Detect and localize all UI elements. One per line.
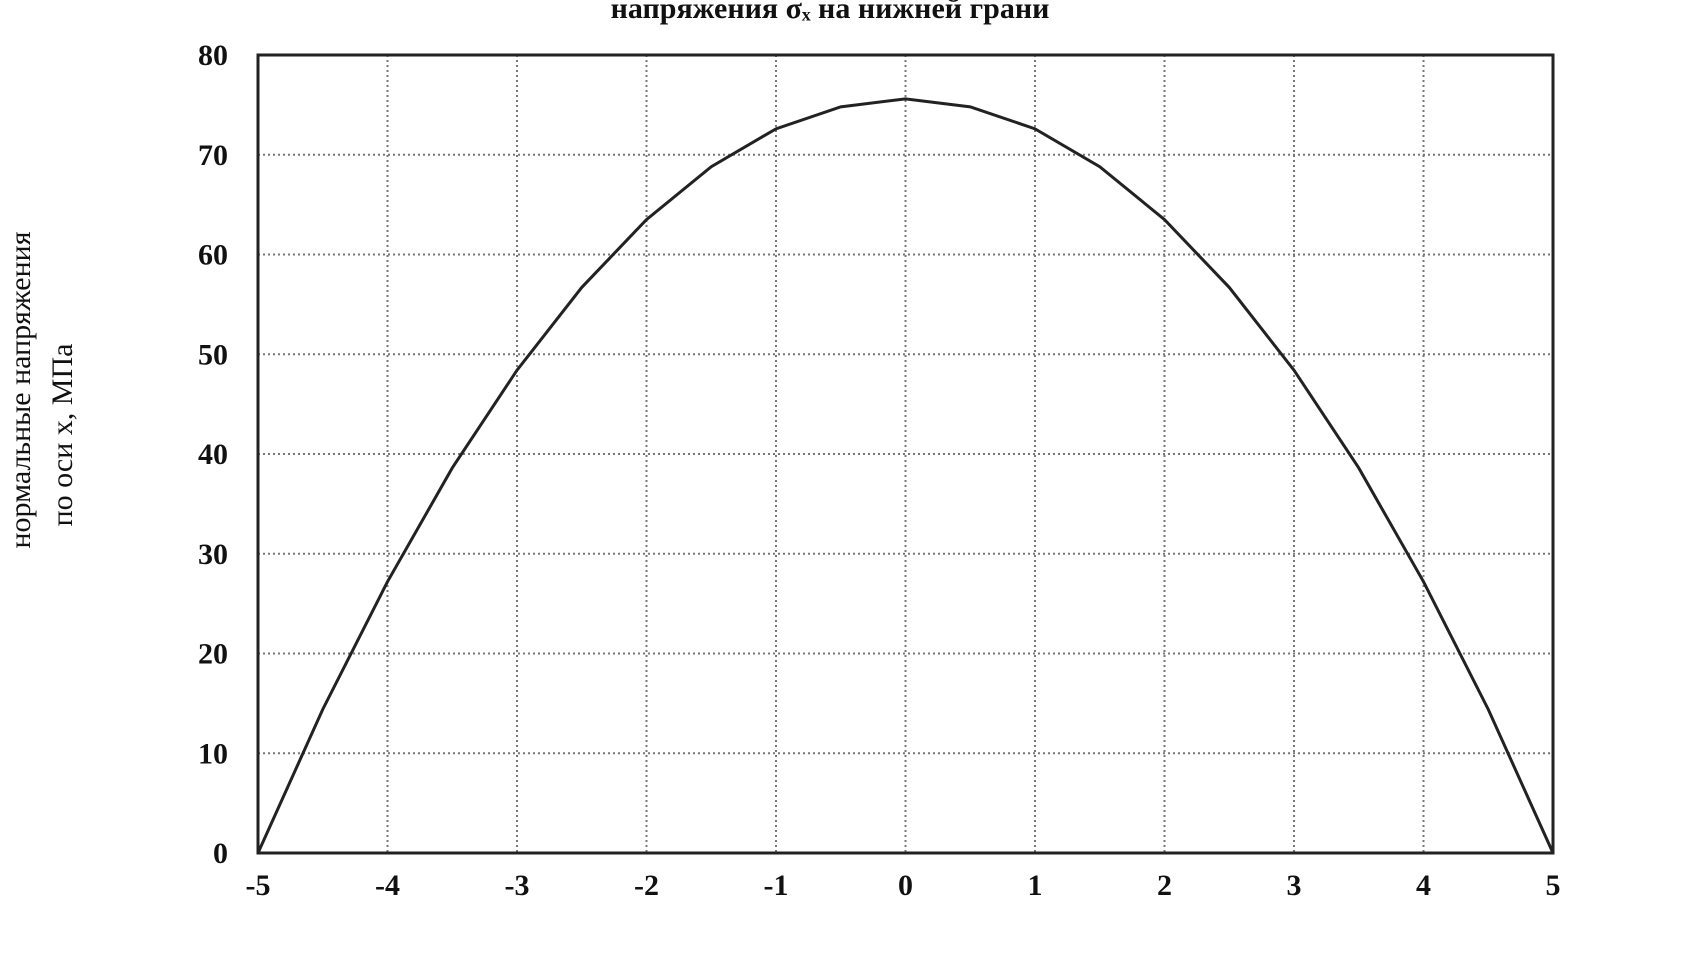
- y-tick-label: 30: [198, 538, 228, 571]
- x-tick-label: 0: [898, 869, 913, 902]
- y-axis-label: по оси x, МПа: [46, 344, 79, 527]
- x-tick-label: 3: [1287, 869, 1302, 902]
- x-tick-label: -1: [764, 869, 789, 902]
- x-tick-label: -4: [375, 869, 400, 902]
- x-tick-label: 4: [1416, 869, 1431, 902]
- y-tick-label: 70: [198, 139, 228, 172]
- data-line: [256, 97, 1555, 854]
- x-tick-label: -5: [246, 869, 271, 902]
- x-tick-label: 2: [1157, 869, 1172, 902]
- x-tick-label: 1: [1028, 869, 1043, 902]
- y-tick-label: 0: [213, 837, 228, 870]
- x-tick-label: 5: [1546, 869, 1561, 902]
- y-axis-label: нормальные напряжения: [4, 231, 37, 548]
- y-tick-label: 80: [198, 39, 228, 72]
- y-tick-label: 50: [198, 338, 228, 371]
- chart-title: напряжения σₓ на нижней грани: [611, 0, 1050, 25]
- y-tick-label: 20: [198, 638, 228, 671]
- x-tick-label: -3: [505, 869, 530, 902]
- y-tick-label: 60: [198, 239, 228, 272]
- x-tick-label: -2: [634, 869, 659, 902]
- y-tick-label: 40: [198, 438, 228, 471]
- y-tick-label: 10: [198, 737, 228, 770]
- plot-frame: [256, 53, 1555, 855]
